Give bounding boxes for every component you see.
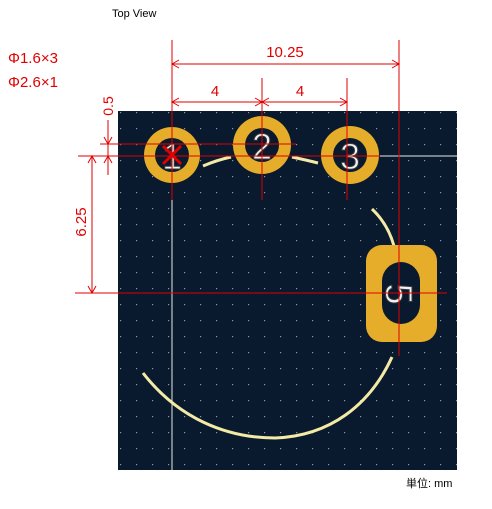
units-label: 単位: mm xyxy=(406,478,453,490)
dimension-lines xyxy=(75,40,447,356)
dim-0-5-label: 0.5 xyxy=(100,96,116,116)
hole-spec-small: Φ1.6×3 xyxy=(8,50,58,67)
hole-spec-large: Φ2.6×1 xyxy=(8,74,58,91)
silkscreen-arc-1-2 xyxy=(202,155,232,168)
dim-6-25-label: 6.25 xyxy=(73,207,90,236)
silkscreen-arc-2-3 xyxy=(291,155,319,165)
pad-3: 3 xyxy=(321,126,379,184)
dim-10-25-label: 10.25 xyxy=(266,44,304,61)
dim-4b-label: 4 xyxy=(296,83,304,100)
silkscreen-arc-right xyxy=(370,207,396,247)
pad-5-label: 5 xyxy=(377,283,419,304)
dim-4a-label: 4 xyxy=(211,83,219,100)
silkscreen-arc-bottom xyxy=(141,356,394,440)
view-title: Top View xyxy=(112,8,157,20)
